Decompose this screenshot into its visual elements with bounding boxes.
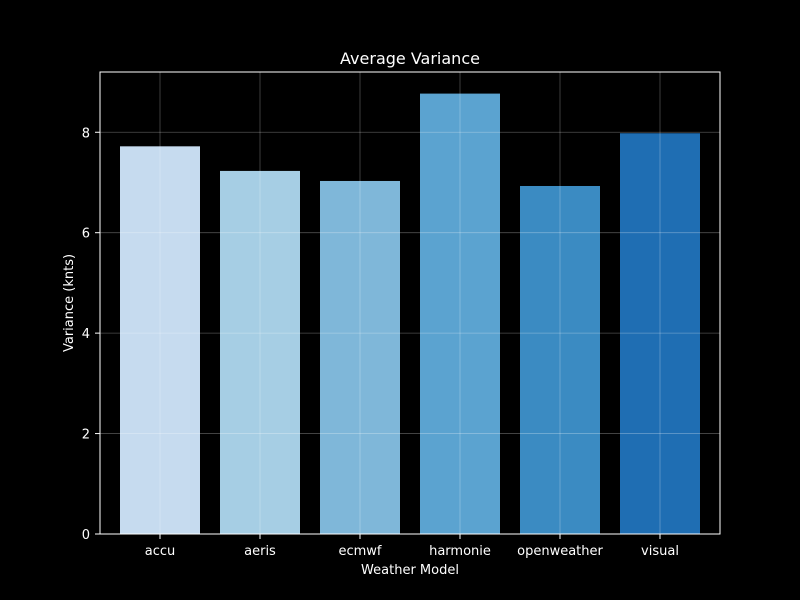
bar-openweather xyxy=(520,185,600,535)
bar-ecmwf xyxy=(320,180,400,534)
y-tick-label-8: 8 xyxy=(82,126,90,141)
x-tick-label-ecmwf: ecmwf xyxy=(338,544,381,559)
gridlines xyxy=(100,72,720,534)
bar-harmonie xyxy=(420,93,500,534)
plot-frame xyxy=(99,71,721,535)
x-tick-label-accu: accu xyxy=(145,544,176,559)
y-tick-label-4: 4 xyxy=(82,327,90,342)
bar-accu xyxy=(120,146,200,535)
y-tick-label-6: 6 xyxy=(82,227,90,242)
y-axis-ticks: 0 2 4 6 8 xyxy=(82,126,100,543)
x-tick-label-openweather: openweather xyxy=(517,544,603,559)
bar-aeris xyxy=(220,170,300,534)
x-tick-label-aeris: aeris xyxy=(244,544,276,559)
x-tick-label-visual: visual xyxy=(641,544,679,559)
y-tick-label-0: 0 xyxy=(82,528,90,543)
bar-visual xyxy=(620,133,700,535)
x-axis-label: Weather Model xyxy=(361,563,459,578)
x-axis-ticks: accu aeris ecmwf harmonie openweather visual xyxy=(145,534,679,559)
y-axis-label: Variance (knts) xyxy=(62,254,77,352)
x-tick-label-harmonie: harmonie xyxy=(429,544,491,559)
y-tick-label-2: 2 xyxy=(82,428,90,443)
chart-title: Average Variance xyxy=(340,49,480,68)
bars-group xyxy=(120,93,700,535)
